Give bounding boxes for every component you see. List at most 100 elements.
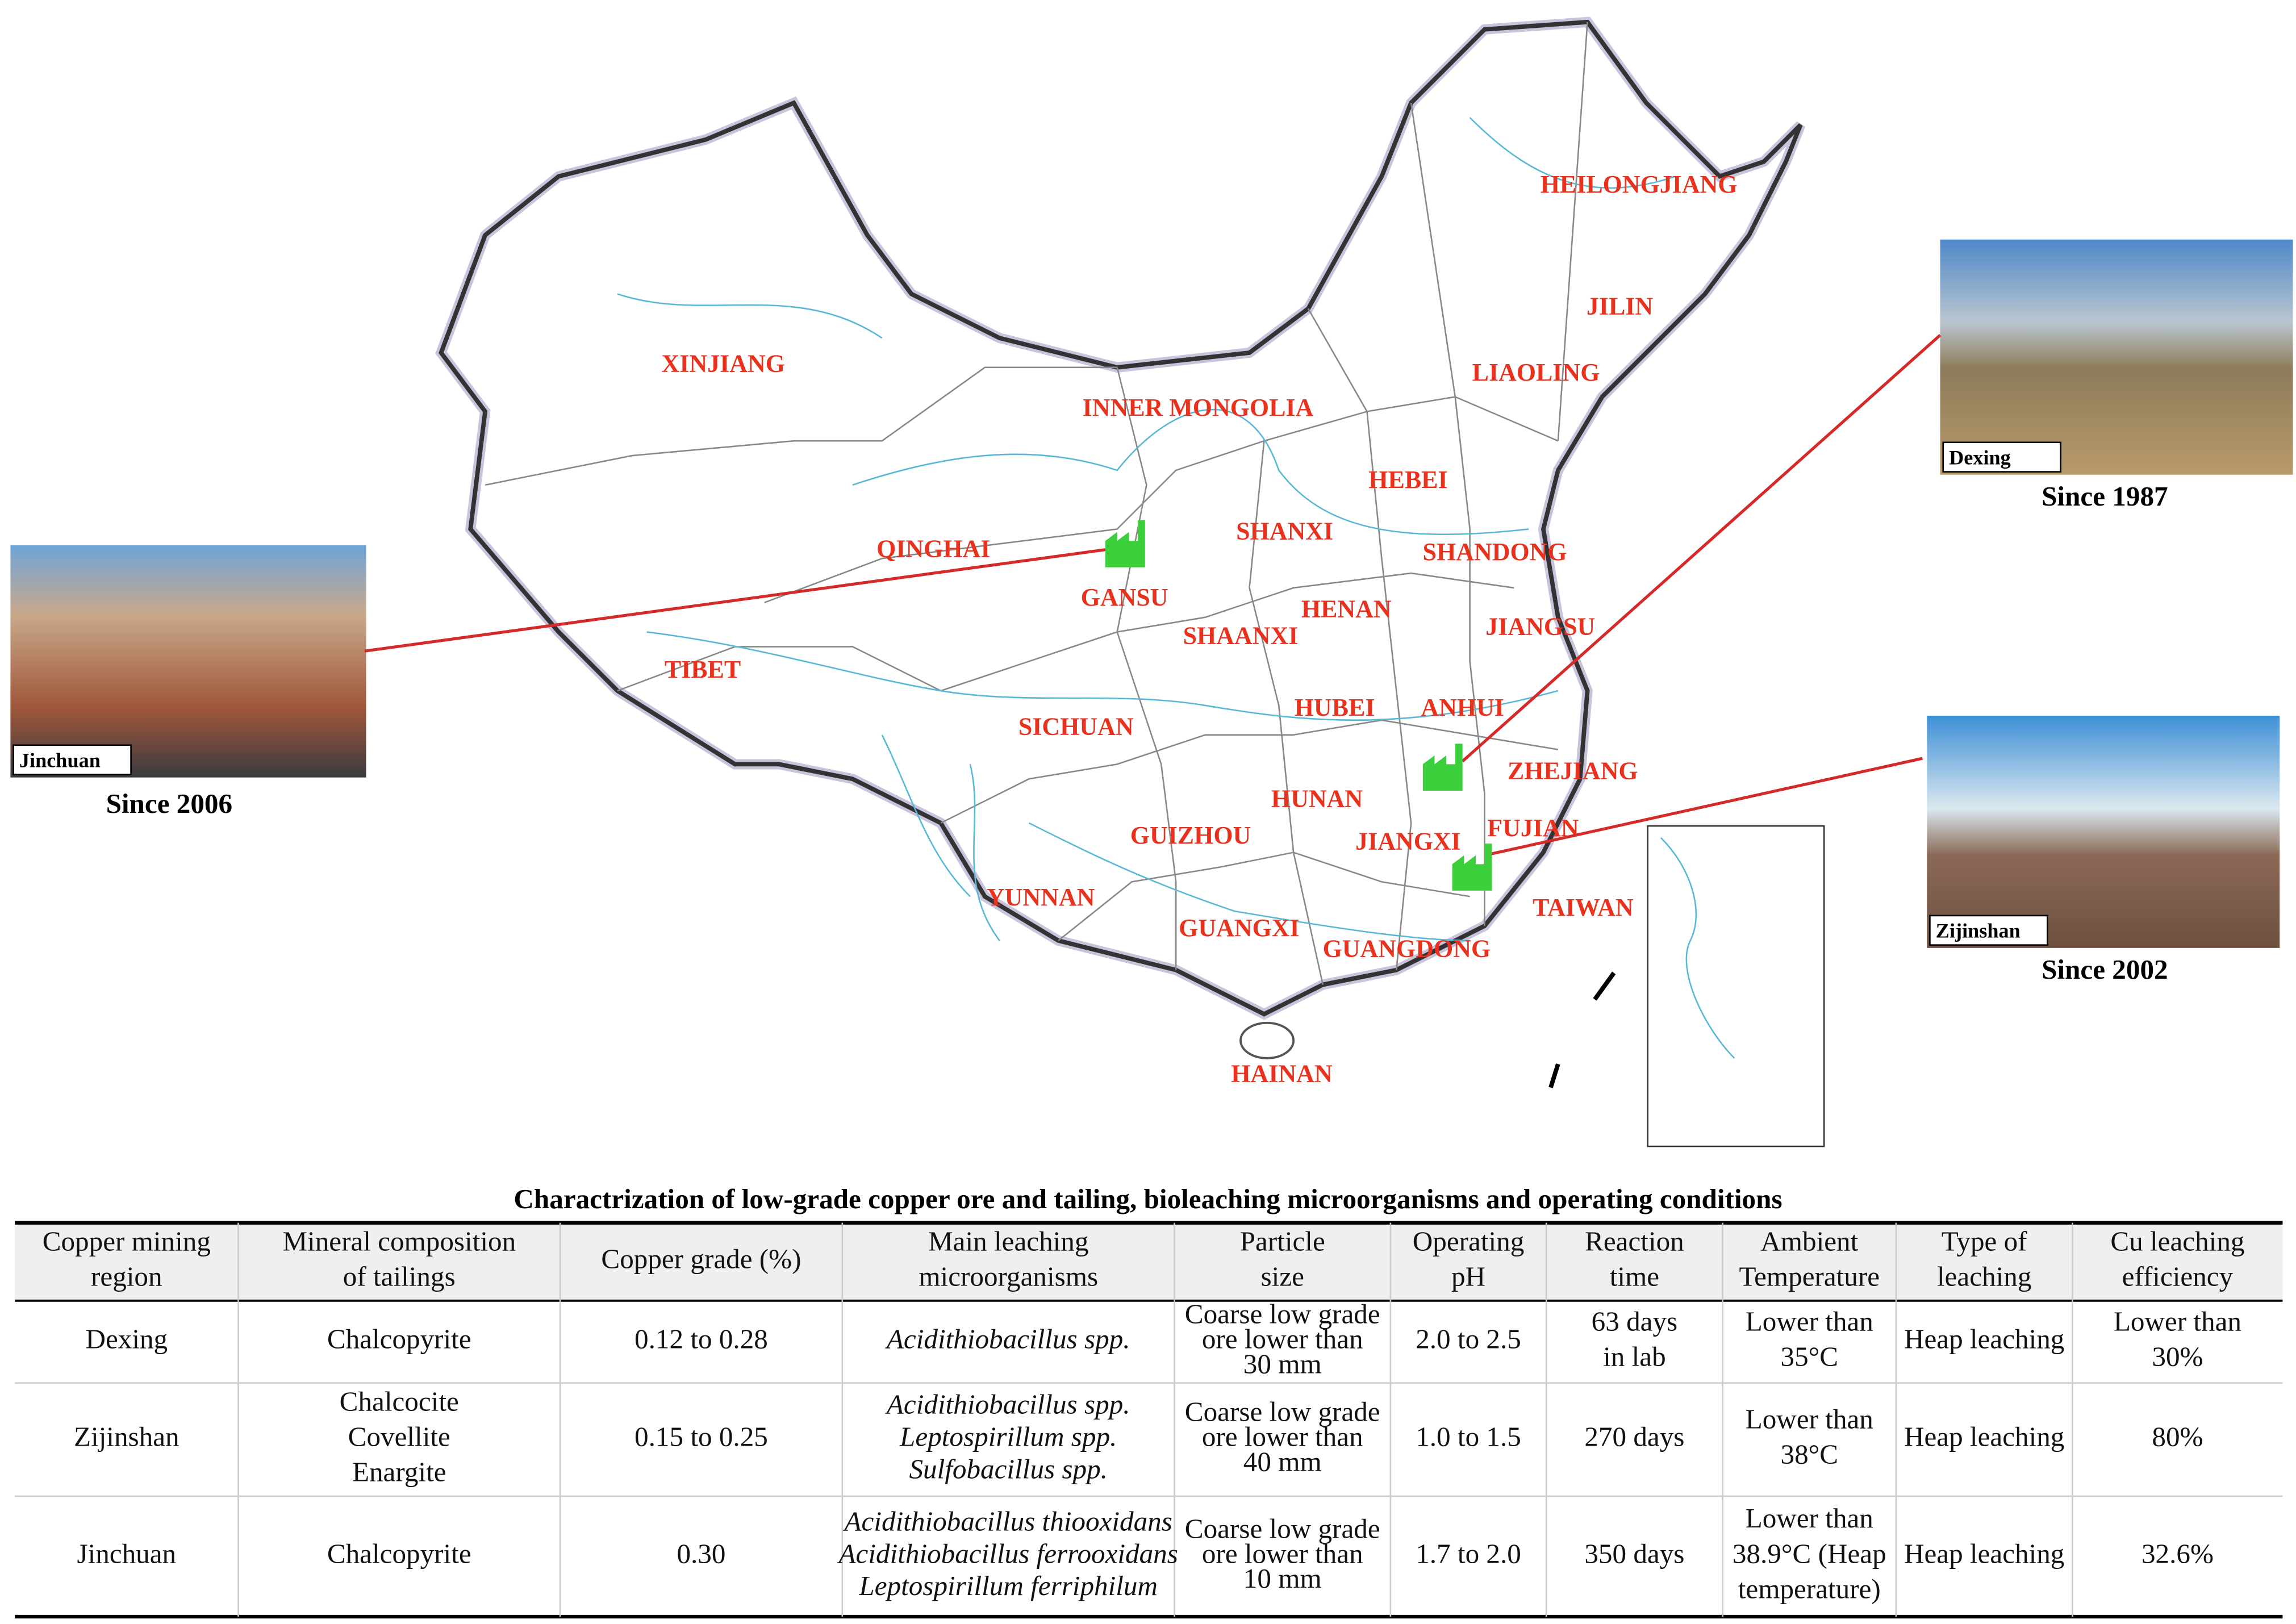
province-label: HUBEI (1295, 694, 1375, 721)
province-label: HUNAN (1271, 784, 1363, 812)
table-cell: Heap leaching (1904, 1538, 2064, 1569)
table-cell: 32.6% (2141, 1538, 2214, 1569)
province-label: GANSU (1081, 583, 1168, 611)
province-boundaries (485, 22, 1588, 985)
table-cell: 350 days (1584, 1538, 1684, 1569)
table-cell: 10 mm (1243, 1563, 1322, 1594)
photo-tag: Dexing (1949, 446, 2011, 469)
table-cell: Jinchuan (77, 1538, 176, 1569)
province-label: JIANGSU (1485, 613, 1595, 641)
china-border (439, 19, 1803, 1017)
table-cell: 1.7 to 2.0 (1416, 1538, 1521, 1569)
table-cell: 1.0 to 1.5 (1416, 1421, 1521, 1452)
table-cell: Lower than (1746, 1404, 1873, 1435)
header-cell: of tailings (343, 1261, 456, 1292)
header-cell: size (1261, 1261, 1304, 1292)
header-cell: Reaction (1585, 1225, 1684, 1256)
map (435, 16, 1825, 1147)
table-cell: Acidithiobacillus spp. (885, 1389, 1130, 1420)
province-label: QINGHAI (876, 535, 990, 563)
table-cell: Leptospirillum ferriphilum (858, 1570, 1158, 1601)
table-cell: 30 mm (1243, 1348, 1322, 1379)
table-cell: 2.0 to 2.5 (1416, 1324, 1521, 1355)
province-label: ANHUI (1421, 694, 1504, 721)
header-cell: Copper mining (43, 1225, 211, 1256)
table-cell: Dexing (85, 1324, 168, 1355)
header-bg (15, 1222, 2283, 1301)
table-cell: Lower than (2114, 1305, 2241, 1337)
table-cell: Leptospirillum spp. (899, 1421, 1117, 1452)
province-label: JILIN (1587, 293, 1654, 320)
header-cell: time (1610, 1261, 1659, 1292)
photo-tag: Zijinshan (1936, 920, 2021, 942)
header-cell: Copper grade (%) (601, 1243, 801, 1275)
rivers (617, 117, 1676, 942)
header-cell: Temperature (1739, 1261, 1880, 1292)
table-cell: Lower than (1746, 1502, 1873, 1534)
factory-icon (1422, 744, 1463, 791)
site-photo (1940, 239, 2293, 475)
table-cell: ore lower than (1202, 1538, 1363, 1569)
table-cell: 30% (2152, 1341, 2203, 1372)
factory-icon (1452, 844, 1492, 891)
province-labels: HEILONGJIANG JILIN LIAOLING XINJIANG INNER M… (662, 170, 1738, 1087)
header-cell: Operating (1413, 1225, 1525, 1256)
table-cell: 38°C (1781, 1439, 1839, 1470)
province-label: GUIZHOU (1130, 821, 1251, 849)
connector (364, 548, 1106, 653)
table-cell: Zijinshan (74, 1421, 179, 1452)
header-cell: Type of (1942, 1225, 2027, 1256)
table-cell: 80% (2152, 1421, 2203, 1452)
inset-coast (1660, 837, 1735, 1059)
header-cell: pH (1451, 1261, 1485, 1292)
province-label: SHAANXI (1183, 621, 1299, 649)
province-label: TAIWAN (1533, 894, 1634, 921)
table-cell: in lab (1603, 1341, 1666, 1372)
header-cell: Particle (1240, 1225, 1325, 1256)
table-cell: Coarse low grade (1185, 1396, 1380, 1427)
site-photo (10, 545, 366, 778)
province-label: LIAOLING (1472, 358, 1600, 386)
table-cell: Heap leaching (1904, 1324, 2064, 1355)
header-cell: Ambient (1760, 1225, 1858, 1256)
table-cell: Enargite (352, 1456, 446, 1488)
header-cell: Main leaching (928, 1225, 1088, 1256)
since-label: Since 2002 (2042, 954, 2168, 985)
header-cell: efficiency (2122, 1261, 2234, 1292)
table-cell: Coarse low grade (1185, 1513, 1380, 1544)
province-label: ZHEJIANG (1508, 757, 1638, 784)
hainan (1239, 1021, 1295, 1059)
table-cell: 35°C (1781, 1341, 1839, 1372)
photo-tag: Jinchuan (19, 749, 101, 772)
table-cell: 0.12 to 0.28 (634, 1324, 768, 1355)
province-label: HENAN (1301, 595, 1392, 623)
province-label: INNER MONGOLIA (1083, 394, 1314, 421)
header-cell: Mineral composition (282, 1225, 516, 1256)
photo-tag-box (1942, 441, 2062, 473)
table-cell: Lower than (1746, 1305, 1873, 1337)
table-cell: ore lower than (1202, 1324, 1363, 1355)
photo-tag-box (12, 744, 132, 775)
table-cell: Chalcopyrite (327, 1538, 471, 1569)
table-cell: Chalcocite (340, 1385, 459, 1417)
header-cell: Cu leaching (2110, 1225, 2244, 1256)
table-cell: Chalcopyrite (327, 1324, 471, 1355)
table-cell: 0.15 to 0.25 (634, 1421, 768, 1452)
table-cell: 38.9°C (Heap (1733, 1538, 1886, 1569)
header-cell: region (91, 1261, 162, 1292)
table-cell: ore lower than (1202, 1421, 1363, 1452)
table-cell: Covellite (348, 1421, 450, 1452)
site-photo (1927, 716, 2280, 948)
province-label: JIANGXI (1355, 827, 1461, 855)
header-cell: microorganisms (919, 1261, 1098, 1292)
table-cell: Sulfobacillus spp. (909, 1453, 1107, 1484)
inset-frame (1647, 825, 1825, 1147)
table-cell: 0.30 (677, 1538, 725, 1569)
table-cell: 63 days (1592, 1305, 1678, 1337)
header-cell: leaching (1937, 1261, 2031, 1292)
province-label: SHANDONG (1423, 538, 1567, 566)
province-label: XINJIANG (662, 350, 785, 378)
province-label: SHANXI (1236, 517, 1333, 545)
table-cell: temperature) (1738, 1573, 1881, 1604)
